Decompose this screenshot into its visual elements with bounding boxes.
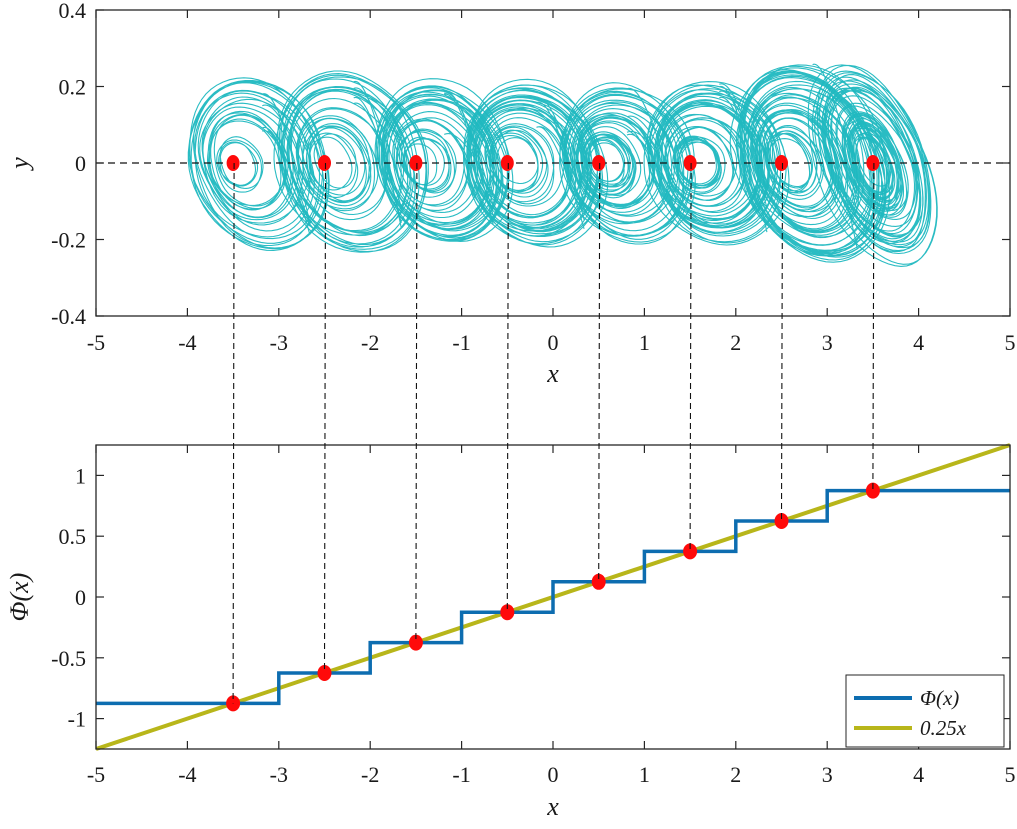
staircase-function-plot: -5 -4 -3 -2 -1 0 1 2 3 4 5 -1 -0.5 0 0.5 1 x Φ(x) Φ(x) … <box>5 443 1016 821</box>
x-tick-label: 4 <box>913 762 924 787</box>
x-tick-label: 5 <box>1005 330 1016 355</box>
attractor-trajectories <box>187 63 938 267</box>
attractor-path <box>374 78 514 242</box>
connector-line <box>323 162 327 674</box>
x-tick-label: 2 <box>730 762 741 787</box>
top-ticks: -5 -4 -3 -2 -1 0 1 2 3 4 5 -0.4 -0.2 0 0.2 0.4 <box>51 0 1015 355</box>
x-tick-label: -4 <box>178 762 196 787</box>
y-tick-label: -0.2 <box>51 228 86 253</box>
equilibrium-point <box>500 604 515 621</box>
equilibrium-point <box>591 573 606 590</box>
connector-line <box>506 162 509 613</box>
x-tick-label: -2 <box>361 762 379 787</box>
attractor-path <box>807 64 938 267</box>
connector-line <box>598 162 601 582</box>
equilibrium-point <box>774 513 789 529</box>
top-y-axis-label: y <box>5 157 34 172</box>
x-tick-label: 1 <box>639 330 650 355</box>
attractor-scroll <box>273 70 429 253</box>
bottom-ticks: -5 -4 -3 -2 -1 0 1 2 3 4 5 -1 -0.5 0 0.5 1 <box>51 445 1016 787</box>
phase-portrait-plot: -5 -4 -3 -2 -1 0 1 2 3 4 5 -0.4 -0.2 0 0.2 0.4 x y <box>5 0 1016 388</box>
equilibrium-point <box>318 155 331 171</box>
x-tick-label: -5 <box>87 330 105 355</box>
bottom-x-axis-label: x <box>546 792 559 821</box>
x-tick-label: 3 <box>822 762 833 787</box>
equilibrium-point <box>865 482 880 499</box>
connector-line <box>232 162 235 704</box>
y-tick-label: -0.5 <box>51 646 86 671</box>
x-tick-label: -3 <box>270 330 288 355</box>
x-tick-label: 1 <box>639 762 650 787</box>
connector-line <box>415 162 418 643</box>
y-tick-label: -1 <box>68 707 86 732</box>
attractor-scroll <box>559 82 696 245</box>
attractor-scroll <box>807 64 938 267</box>
attractor-path <box>463 78 609 248</box>
equilibrium-point <box>226 155 240 171</box>
y-tick-label: 0.2 <box>59 75 87 100</box>
x-tick-label: -1 <box>452 330 470 355</box>
attractor-path <box>643 81 790 246</box>
attractor-scroll <box>374 78 514 242</box>
x-tick-label: -3 <box>270 762 288 787</box>
x-tick-label: -2 <box>361 330 379 355</box>
bottom-y-axis-label: Φ(x) <box>5 573 34 622</box>
connector-line <box>689 162 692 552</box>
equilibrium-point <box>775 155 788 171</box>
legend-label-phi: Φ(x) <box>920 686 959 710</box>
attractor-path <box>273 70 429 253</box>
equilibrium-point <box>409 155 423 171</box>
equilibrium-point <box>683 155 697 171</box>
attractor-scroll <box>729 63 890 263</box>
legend-label-linear: 0.25x <box>920 716 967 740</box>
legend: Φ(x) 0.25x <box>845 674 1005 748</box>
x-tick-label: 5 <box>1005 762 1016 787</box>
x-tick-label: -5 <box>87 762 105 787</box>
y-tick-label: 0.4 <box>59 0 87 23</box>
legend-box <box>845 674 1005 748</box>
y-tick-label: 0.5 <box>59 524 87 549</box>
top-x-axis-label: x <box>546 359 559 388</box>
connector-lines <box>232 162 875 704</box>
attractor-scroll <box>643 81 790 246</box>
y-tick-label: -0.4 <box>51 304 86 329</box>
x-tick-label: 2 <box>730 330 741 355</box>
equilibrium-point <box>866 155 880 171</box>
x-tick-label: 4 <box>913 330 924 355</box>
y-tick-label: 1 <box>75 463 86 488</box>
equilibrium-point <box>683 543 698 560</box>
top-equilibrium-points <box>226 155 880 171</box>
x-tick-label: 0 <box>548 762 559 787</box>
equilibrium-point <box>408 634 423 651</box>
connector-line <box>872 162 875 491</box>
x-tick-label: -1 <box>452 762 470 787</box>
x-tick-label: 0 <box>548 330 559 355</box>
equilibrium-point <box>592 155 606 171</box>
y-tick-label: 0 <box>75 585 86 610</box>
attractor-path <box>559 82 696 245</box>
attractor-path <box>729 63 890 263</box>
x-tick-label: -4 <box>178 330 196 355</box>
x-tick-label: 3 <box>822 330 833 355</box>
y-tick-label: 0 <box>75 151 86 176</box>
attractor-scroll <box>463 78 609 248</box>
equilibrium-point <box>500 155 514 171</box>
